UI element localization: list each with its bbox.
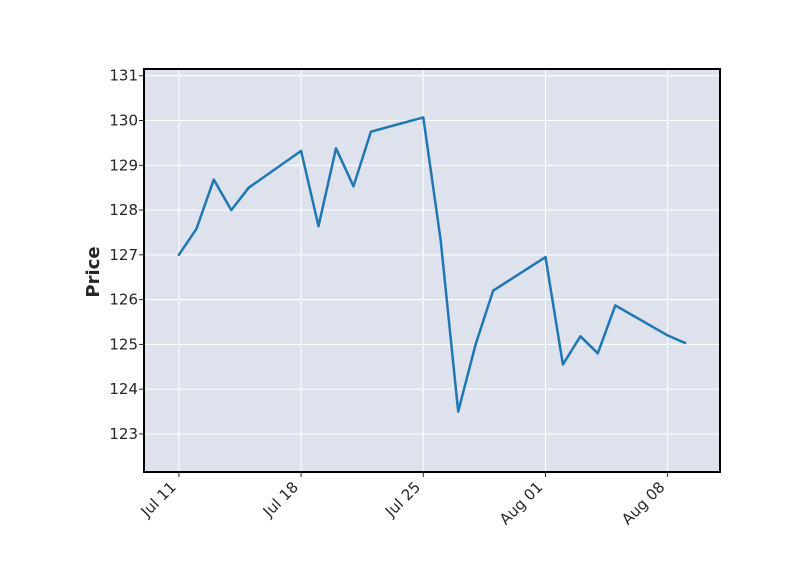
y-axis: 123 124 125 126 127 128 129 130 131 (109, 67, 144, 443)
grid (144, 69, 720, 472)
y-tick-label: 129 (109, 156, 138, 174)
y-tick-label: 123 (109, 425, 138, 443)
y-tick-label: 127 (109, 246, 138, 264)
series-layer (177, 116, 687, 413)
y-tick-label: 125 (109, 335, 138, 353)
price-line (177, 116, 687, 413)
x-tick-label: Jul 25 (381, 478, 424, 521)
y-tick-label: 131 (109, 67, 138, 85)
plot-frame (143, 68, 721, 473)
y-tick-label: 128 (109, 201, 138, 219)
x-tick-label: Jul 11 (137, 478, 180, 521)
plot-background (144, 69, 720, 472)
y-tick-label: 130 (109, 111, 138, 129)
y-axis-title: Price (83, 246, 104, 297)
x-tick-label: Aug 08 (618, 478, 668, 528)
y-tick-label: 124 (109, 380, 138, 398)
x-axis: Jul 11 Jul 18 Jul 25 Aug 01 Aug 08 (137, 472, 668, 528)
y-tick-label: 126 (109, 291, 138, 309)
x-tick-label: Aug 01 (496, 478, 546, 528)
x-tick-label: Jul 18 (259, 478, 302, 521)
